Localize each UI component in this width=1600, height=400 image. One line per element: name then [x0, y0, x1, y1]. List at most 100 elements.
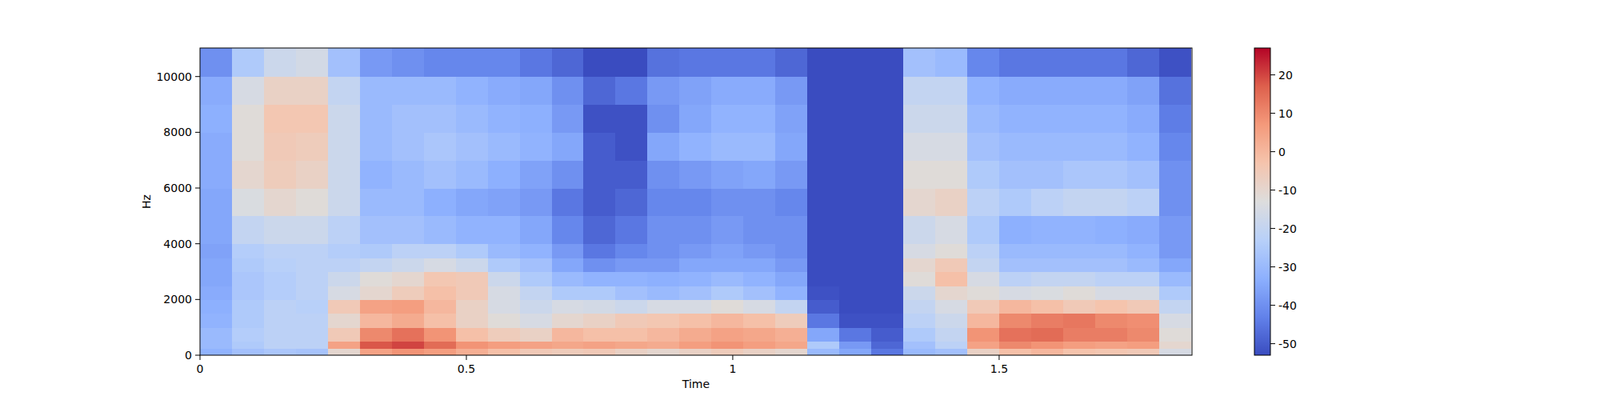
cell — [1063, 313, 1096, 328]
cell — [807, 299, 840, 314]
cell — [615, 272, 648, 287]
cell — [456, 48, 489, 77]
cell — [296, 216, 329, 244]
cell — [264, 257, 297, 272]
cell — [1095, 244, 1128, 259]
cell — [232, 313, 265, 328]
cell — [424, 285, 457, 300]
cell — [1127, 216, 1160, 244]
cell — [935, 257, 968, 272]
cell — [1159, 285, 1192, 300]
cell — [392, 216, 425, 244]
cell — [775, 272, 808, 287]
cell — [807, 257, 840, 272]
cell — [839, 104, 872, 133]
cell — [583, 188, 616, 216]
cell — [1063, 348, 1096, 356]
cell — [967, 48, 1000, 77]
cell — [328, 48, 361, 77]
cell — [200, 104, 233, 133]
cell — [775, 76, 808, 105]
colorbar-tick — [1270, 304, 1276, 306]
cell — [999, 76, 1032, 105]
cell — [743, 216, 776, 244]
cell — [328, 244, 361, 259]
cell — [232, 104, 265, 133]
cell — [999, 341, 1032, 349]
y-tick-label: 2000 — [163, 292, 192, 306]
cell — [775, 348, 808, 356]
cell — [583, 272, 616, 287]
cell — [1063, 216, 1096, 244]
cell — [456, 313, 489, 328]
cell — [807, 341, 840, 349]
cell — [488, 244, 521, 259]
cell — [583, 348, 616, 356]
cell — [647, 244, 680, 259]
cell — [1095, 327, 1128, 342]
cell — [488, 48, 521, 77]
cell — [903, 244, 936, 259]
cell — [1095, 272, 1128, 287]
cell — [743, 285, 776, 300]
cell — [296, 104, 329, 133]
cell — [679, 244, 712, 259]
y-tick — [195, 243, 200, 244]
cell — [743, 313, 776, 328]
cells — [200, 48, 1192, 356]
colorbar-tick-label: 10 — [1278, 107, 1293, 120]
cell — [360, 299, 393, 314]
cell — [871, 327, 904, 342]
cell — [424, 76, 457, 105]
cell — [935, 132, 968, 160]
cell — [296, 341, 329, 349]
cell — [711, 348, 744, 356]
cell — [999, 104, 1032, 133]
cell — [743, 104, 776, 133]
cell — [1127, 244, 1160, 259]
cell — [264, 160, 297, 188]
cell — [583, 104, 616, 133]
cell — [775, 160, 808, 188]
cell — [488, 216, 521, 244]
cell — [360, 313, 393, 328]
cell — [871, 244, 904, 259]
cell — [1095, 104, 1128, 133]
cell — [1159, 348, 1192, 356]
cell — [743, 341, 776, 349]
y-tick-label: 8000 — [163, 125, 192, 139]
cell — [999, 348, 1032, 356]
cell — [360, 132, 393, 160]
x-tick — [998, 355, 1000, 360]
x-tick — [200, 355, 201, 360]
cell — [807, 313, 840, 328]
cell — [1127, 257, 1160, 272]
colorbar — [1254, 48, 1271, 356]
cell — [552, 257, 585, 272]
cell — [488, 188, 521, 216]
cell — [1031, 76, 1064, 105]
cell — [264, 188, 297, 216]
cell — [296, 160, 329, 188]
cell — [935, 48, 968, 77]
cell — [328, 188, 361, 216]
x-axis-label: Time — [681, 377, 710, 391]
cell — [615, 48, 648, 77]
cell — [392, 313, 425, 328]
cell — [296, 272, 329, 287]
cell — [935, 313, 968, 328]
cell — [520, 285, 553, 300]
cell — [711, 104, 744, 133]
cell — [999, 160, 1032, 188]
cell — [775, 341, 808, 349]
cell — [296, 244, 329, 259]
cell — [264, 48, 297, 77]
cell — [935, 348, 968, 356]
cell — [871, 313, 904, 328]
cell — [647, 285, 680, 300]
cell — [935, 76, 968, 105]
colorbar-tick-label: -20 — [1278, 222, 1297, 236]
cell — [1063, 48, 1096, 77]
cell — [552, 104, 585, 133]
cell — [264, 104, 297, 133]
